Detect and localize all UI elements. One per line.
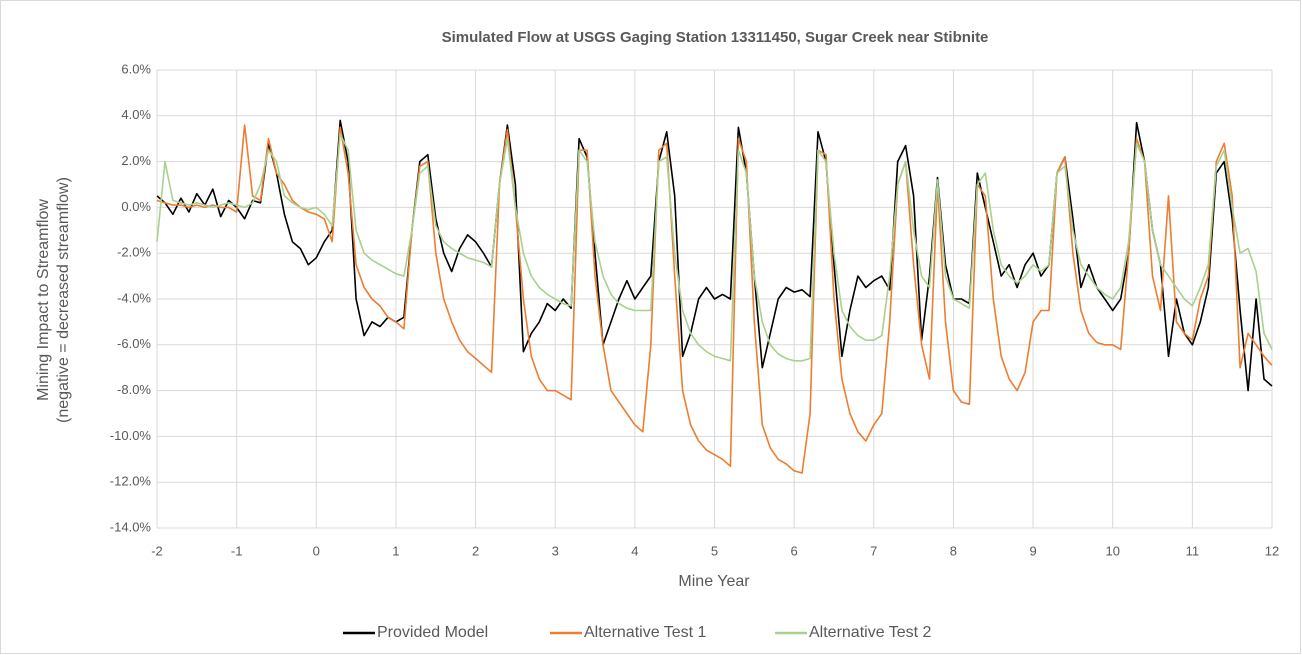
x-tick-label: 9	[1029, 543, 1036, 558]
x-tick-label: 8	[950, 543, 957, 558]
y-tick-label: -14.0%	[110, 519, 152, 534]
y-tick-label: 0.0%	[121, 199, 151, 214]
x-tick-label: 2	[472, 543, 479, 558]
y-tick-label: -4.0%	[117, 290, 151, 305]
x-tick-label: 5	[711, 543, 718, 558]
x-tick-label: 4	[631, 543, 638, 558]
y-axis-label: Mining Impact to Streamflow	[35, 199, 52, 401]
y-tick-label: 2.0%	[121, 153, 151, 168]
series-line	[156, 133, 1273, 362]
x-tick-label: 3	[552, 543, 559, 558]
x-tick-label: -2	[151, 543, 163, 558]
x-tick-label: 1	[392, 543, 399, 558]
x-tick-label: 7	[870, 543, 877, 558]
y-tick-label: -12.0%	[110, 474, 152, 489]
y-tick-label: 4.0%	[121, 107, 151, 122]
series-line	[156, 124, 1273, 474]
y-tick-label: -6.0%	[117, 336, 151, 351]
y-tick-label: -2.0%	[117, 245, 151, 260]
x-tick-label: 10	[1105, 543, 1119, 558]
chart-title: Simulated Flow at USGS Gaging Station 13…	[442, 29, 989, 46]
legend-label: Alternative Test 2	[809, 624, 932, 641]
y-tick-label: -10.0%	[110, 428, 152, 443]
x-axis-label: Mine Year	[678, 573, 750, 590]
x-tick-label: 6	[791, 543, 798, 558]
x-tick-label: -1	[231, 543, 243, 558]
y-tick-label: 6.0%	[121, 61, 151, 76]
y-tick-label: -8.0%	[117, 382, 151, 397]
x-tick-label: 0	[313, 543, 320, 558]
x-tick-label: 11	[1186, 543, 1200, 558]
legend-label: Alternative Test 1	[584, 624, 707, 641]
legend-label: Provided Model	[377, 624, 488, 641]
y-axis-label: (negative = decreased streamflow)	[55, 177, 72, 423]
x-tick-label: 12	[1265, 543, 1279, 558]
